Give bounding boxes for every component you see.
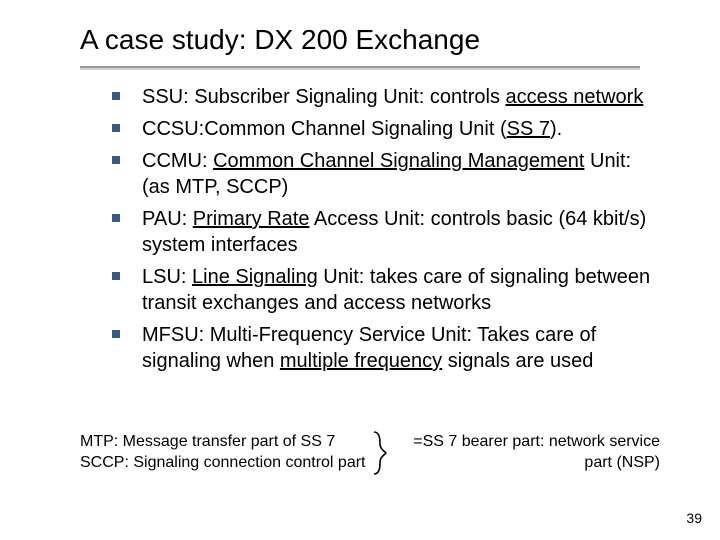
- brace-icon: [370, 430, 390, 476]
- bullet-text: MFSU: Multi-Frequency Service Unit: Take…: [142, 322, 664, 374]
- list-item: CCSU:Common Channel Signaling Unit (SS 7…: [112, 116, 664, 142]
- bullet-icon: [112, 272, 120, 280]
- bullet-text: SSU: Subscriber Signaling Unit: controls…: [142, 84, 643, 110]
- title-underline: [80, 66, 640, 68]
- text: signals are used: [442, 350, 593, 372]
- underlined-text: Primary Rate: [193, 208, 310, 230]
- text: =SS 7 bearer part: network service: [413, 433, 660, 450]
- text: SSU: Subscriber Signaling Unit: controls: [142, 86, 506, 108]
- text: PAU:: [142, 208, 193, 230]
- bullet-icon: [112, 124, 120, 132]
- underlined-text: access network: [506, 86, 644, 108]
- text: MTP: Message transfer part of SS 7: [80, 433, 335, 450]
- underlined-text: SS 7: [507, 118, 550, 140]
- underlined-text: Line Signaling: [192, 266, 318, 288]
- text: part (NSP): [584, 454, 660, 471]
- bullet-icon: [112, 214, 120, 222]
- bullet-icon: [112, 156, 120, 164]
- list-item: CCMU: Common Channel Signaling Managemen…: [112, 148, 664, 200]
- footnote-left: MTP: Message transfer part of SS 7 SCCP:…: [80, 432, 370, 474]
- list-item: PAU: Primary Rate Access Unit: controls …: [112, 206, 664, 258]
- list-item: MFSU: Multi-Frequency Service Unit: Take…: [112, 322, 664, 374]
- text: LSU:: [142, 266, 192, 288]
- bullet-text: PAU: Primary Rate Access Unit: controls …: [142, 206, 664, 258]
- bullet-text: LSU: Line Signaling Unit: takes care of …: [142, 264, 664, 316]
- underlined-text: multiple frequency: [280, 350, 442, 372]
- underlined-text: Common Channel Signaling Management: [213, 150, 584, 172]
- footnote-right: =SS 7 bearer part: network service part …: [390, 432, 661, 474]
- bullet-text: CCMU: Common Channel Signaling Managemen…: [142, 148, 664, 200]
- footnote: MTP: Message transfer part of SS 7 SCCP:…: [80, 430, 660, 476]
- slide-title: A case study: DX 200 Exchange: [80, 24, 680, 56]
- text: CCSU:Common Channel Signaling Unit (: [142, 118, 507, 140]
- bullet-icon: [112, 330, 120, 338]
- bullet-text: CCSU:Common Channel Signaling Unit (SS 7…: [142, 116, 562, 142]
- slide: A case study: DX 200 Exchange SSU: Subsc…: [0, 0, 720, 540]
- text: CCMU:: [142, 150, 213, 172]
- list-item: LSU: Line Signaling Unit: takes care of …: [112, 264, 664, 316]
- text: ).: [550, 118, 562, 140]
- bullet-icon: [112, 92, 120, 100]
- list-item: SSU: Subscriber Signaling Unit: controls…: [112, 84, 664, 110]
- bullet-list: SSU: Subscriber Signaling Unit: controls…: [112, 84, 664, 380]
- page-number: 39: [686, 510, 702, 526]
- text: SCCP: Signaling connection control part: [80, 454, 366, 471]
